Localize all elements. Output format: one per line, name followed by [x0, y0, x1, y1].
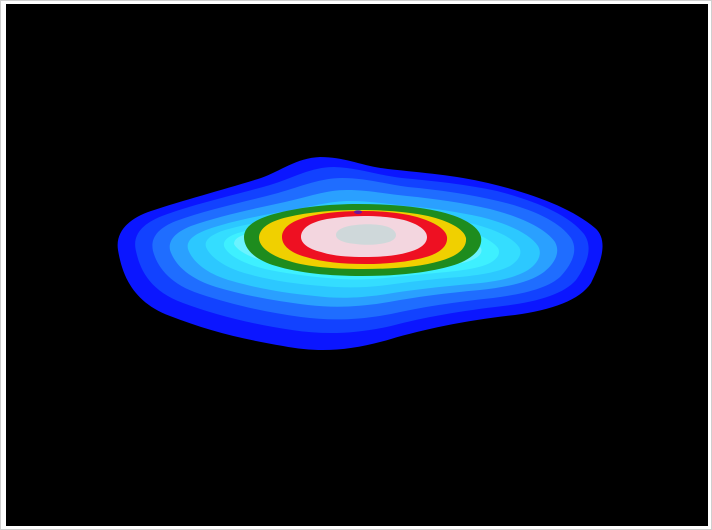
contour-artifact-dark-spot — [354, 210, 362, 214]
beam-profile-contour — [6, 4, 708, 526]
contour-level-13 — [336, 224, 396, 245]
heatmap-canvas — [6, 4, 708, 526]
